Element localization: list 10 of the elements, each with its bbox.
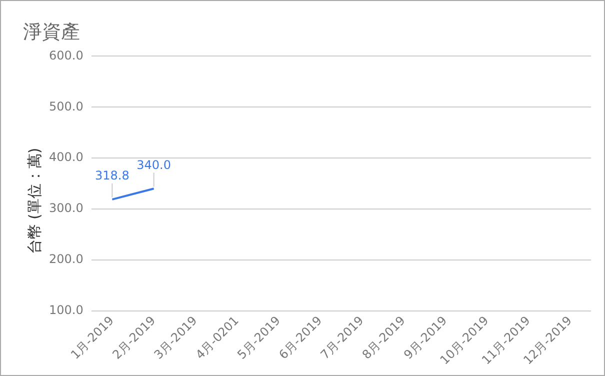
y-tick-label: 100.0 xyxy=(48,303,84,318)
y-tick-label: 500.0 xyxy=(48,99,84,114)
y-tick-label: 300.0 xyxy=(48,201,84,216)
y-tick-label: 200.0 xyxy=(48,252,84,266)
y-axis-title: 台幣 (單位：萬) xyxy=(26,148,44,254)
data-label: 318.8 xyxy=(94,168,130,183)
y-tick-label: 400.0 xyxy=(48,150,84,164)
data-label: 340.0 xyxy=(136,158,171,172)
y-tick-label: 600.0 xyxy=(48,48,84,62)
chart-title: 淨資產 xyxy=(23,20,80,45)
